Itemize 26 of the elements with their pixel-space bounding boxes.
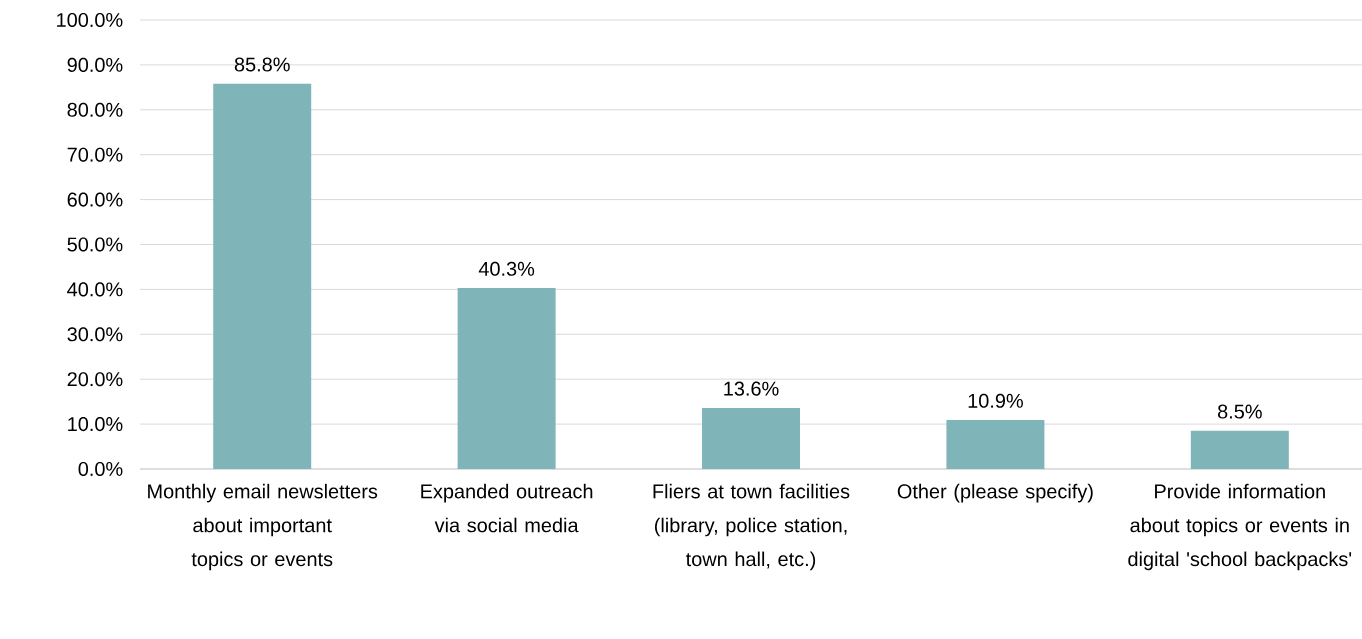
y-tick-label: 60.0% [67,192,123,207]
y-tick-label: 0.0% [78,461,123,477]
y-tick-label: 80.0% [67,102,123,117]
y-tick-label: 20.0% [67,372,123,387]
x-tick-label: Monthly email newsletters about important topics or events [148,483,378,571]
data-label: 13.6% [724,381,779,396]
y-tick-label: 90.0% [67,57,123,72]
bar [702,407,801,469]
y-tick-label: 10.0% [68,417,123,432]
y-tick-label: 30.0% [67,327,123,342]
y-tick-label: 40.0% [67,282,123,297]
x-tick-label: Fliers at town facilities (library, police station, town hall, etc.) [653,483,850,571]
data-label: 85.8% [234,57,290,72]
data-label: 8.5% [1217,404,1262,419]
y-tick-label: 50.0% [67,237,123,252]
data-label: 10.9% [968,393,1023,408]
bar [213,83,312,469]
bar [457,288,556,469]
bar [946,420,1045,469]
y-tick-label: 100.0% [57,12,123,28]
data-label: 40.3% [478,261,535,276]
x-tick-label: Expanded outreach via social media [421,483,593,533]
y-tick-label: 70.0% [67,147,123,162]
bar [1190,430,1289,469]
x-tick-label: Other (please specify) [897,483,1093,503]
x-tick-label: Provide information about topics or events in digital 'school backpacks' [1128,483,1352,571]
